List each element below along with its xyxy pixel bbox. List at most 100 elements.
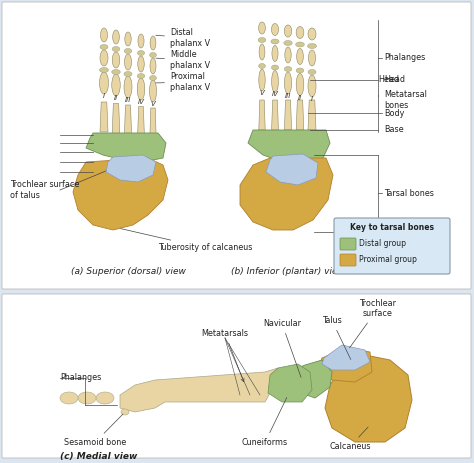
Ellipse shape xyxy=(124,49,132,54)
FancyBboxPatch shape xyxy=(2,2,471,289)
Polygon shape xyxy=(268,364,312,402)
Text: Head: Head xyxy=(378,75,399,85)
Text: Navicular: Navicular xyxy=(263,319,301,377)
Polygon shape xyxy=(318,348,372,382)
Ellipse shape xyxy=(150,52,156,57)
Polygon shape xyxy=(266,154,318,185)
Text: Sesamoid bone: Sesamoid bone xyxy=(64,414,126,447)
Polygon shape xyxy=(137,106,145,137)
Text: V: V xyxy=(260,90,264,96)
FancyBboxPatch shape xyxy=(2,294,471,458)
Ellipse shape xyxy=(124,76,132,98)
Ellipse shape xyxy=(308,44,317,49)
Ellipse shape xyxy=(308,69,316,75)
Text: Key to tarsal bones: Key to tarsal bones xyxy=(350,224,434,232)
Polygon shape xyxy=(259,100,265,130)
Ellipse shape xyxy=(309,50,316,66)
Text: Base: Base xyxy=(384,125,404,134)
Ellipse shape xyxy=(100,50,108,66)
Polygon shape xyxy=(240,158,333,230)
Text: IV: IV xyxy=(137,99,145,105)
Polygon shape xyxy=(248,130,330,165)
Text: Tarsal bones: Tarsal bones xyxy=(384,188,434,198)
Ellipse shape xyxy=(124,71,132,76)
Ellipse shape xyxy=(272,45,278,62)
Text: V: V xyxy=(151,101,155,107)
Text: Head: Head xyxy=(384,75,405,85)
Text: Talus: Talus xyxy=(322,316,351,359)
Ellipse shape xyxy=(271,39,279,44)
Ellipse shape xyxy=(149,75,156,81)
Ellipse shape xyxy=(112,69,120,75)
Polygon shape xyxy=(325,352,412,442)
Ellipse shape xyxy=(137,74,145,79)
Ellipse shape xyxy=(121,409,129,415)
Text: Distal group: Distal group xyxy=(359,239,406,249)
Ellipse shape xyxy=(112,74,120,96)
Text: Middle
phalanx V: Middle phalanx V xyxy=(156,50,210,70)
Text: (b) Inferior (plantar) view: (b) Inferior (plantar) view xyxy=(231,268,345,276)
Polygon shape xyxy=(272,100,278,130)
Polygon shape xyxy=(100,102,108,132)
Ellipse shape xyxy=(296,74,304,95)
Text: Phalanges: Phalanges xyxy=(384,54,425,63)
Polygon shape xyxy=(124,105,132,135)
Ellipse shape xyxy=(308,75,316,97)
Polygon shape xyxy=(112,104,120,133)
Polygon shape xyxy=(106,155,156,182)
Text: (c) Medial view: (c) Medial view xyxy=(60,451,137,461)
Text: (a) Superior (dorsal) view: (a) Superior (dorsal) view xyxy=(71,268,185,276)
FancyBboxPatch shape xyxy=(334,218,450,274)
Ellipse shape xyxy=(138,56,144,72)
Text: Metatarsal
bones: Metatarsal bones xyxy=(384,90,427,110)
Ellipse shape xyxy=(100,44,108,50)
Ellipse shape xyxy=(296,26,304,38)
Ellipse shape xyxy=(284,67,292,71)
Text: III: III xyxy=(285,93,291,99)
Ellipse shape xyxy=(285,47,291,63)
Ellipse shape xyxy=(284,72,292,94)
Text: Calcaneus: Calcaneus xyxy=(329,427,371,451)
Ellipse shape xyxy=(125,54,131,70)
Text: Body: Body xyxy=(384,108,404,118)
Polygon shape xyxy=(150,108,156,138)
Ellipse shape xyxy=(308,28,316,40)
Ellipse shape xyxy=(96,392,114,404)
Text: II: II xyxy=(298,94,302,100)
Text: III: III xyxy=(125,97,131,103)
Text: Cuneiforms: Cuneiforms xyxy=(242,398,288,447)
Text: Proximal
phalanx V: Proximal phalanx V xyxy=(156,72,210,92)
Ellipse shape xyxy=(125,32,131,46)
Polygon shape xyxy=(73,158,168,230)
Polygon shape xyxy=(292,360,332,398)
Polygon shape xyxy=(308,100,316,130)
Ellipse shape xyxy=(296,68,304,73)
Ellipse shape xyxy=(284,40,292,45)
Ellipse shape xyxy=(297,49,303,64)
Ellipse shape xyxy=(113,30,119,44)
Ellipse shape xyxy=(150,36,156,50)
Ellipse shape xyxy=(60,392,78,404)
Ellipse shape xyxy=(137,50,145,56)
Text: Tuberosity of calcaneus: Tuberosity of calcaneus xyxy=(121,229,252,252)
Polygon shape xyxy=(86,133,166,162)
Text: Metatarsals: Metatarsals xyxy=(201,329,248,382)
Ellipse shape xyxy=(272,70,278,93)
Ellipse shape xyxy=(100,72,109,94)
Polygon shape xyxy=(120,368,278,412)
Ellipse shape xyxy=(258,38,266,43)
Text: Distal
phalanx V: Distal phalanx V xyxy=(156,28,210,48)
Ellipse shape xyxy=(284,25,292,37)
Text: IV: IV xyxy=(272,92,278,98)
Text: Proximal group: Proximal group xyxy=(359,256,417,264)
Text: I: I xyxy=(103,93,105,99)
Ellipse shape xyxy=(138,34,144,48)
Ellipse shape xyxy=(259,22,265,34)
Ellipse shape xyxy=(78,392,96,404)
Ellipse shape xyxy=(149,80,156,102)
Ellipse shape xyxy=(272,24,279,36)
Ellipse shape xyxy=(112,46,120,51)
Ellipse shape xyxy=(100,28,108,42)
Ellipse shape xyxy=(259,63,265,69)
Ellipse shape xyxy=(296,42,304,47)
